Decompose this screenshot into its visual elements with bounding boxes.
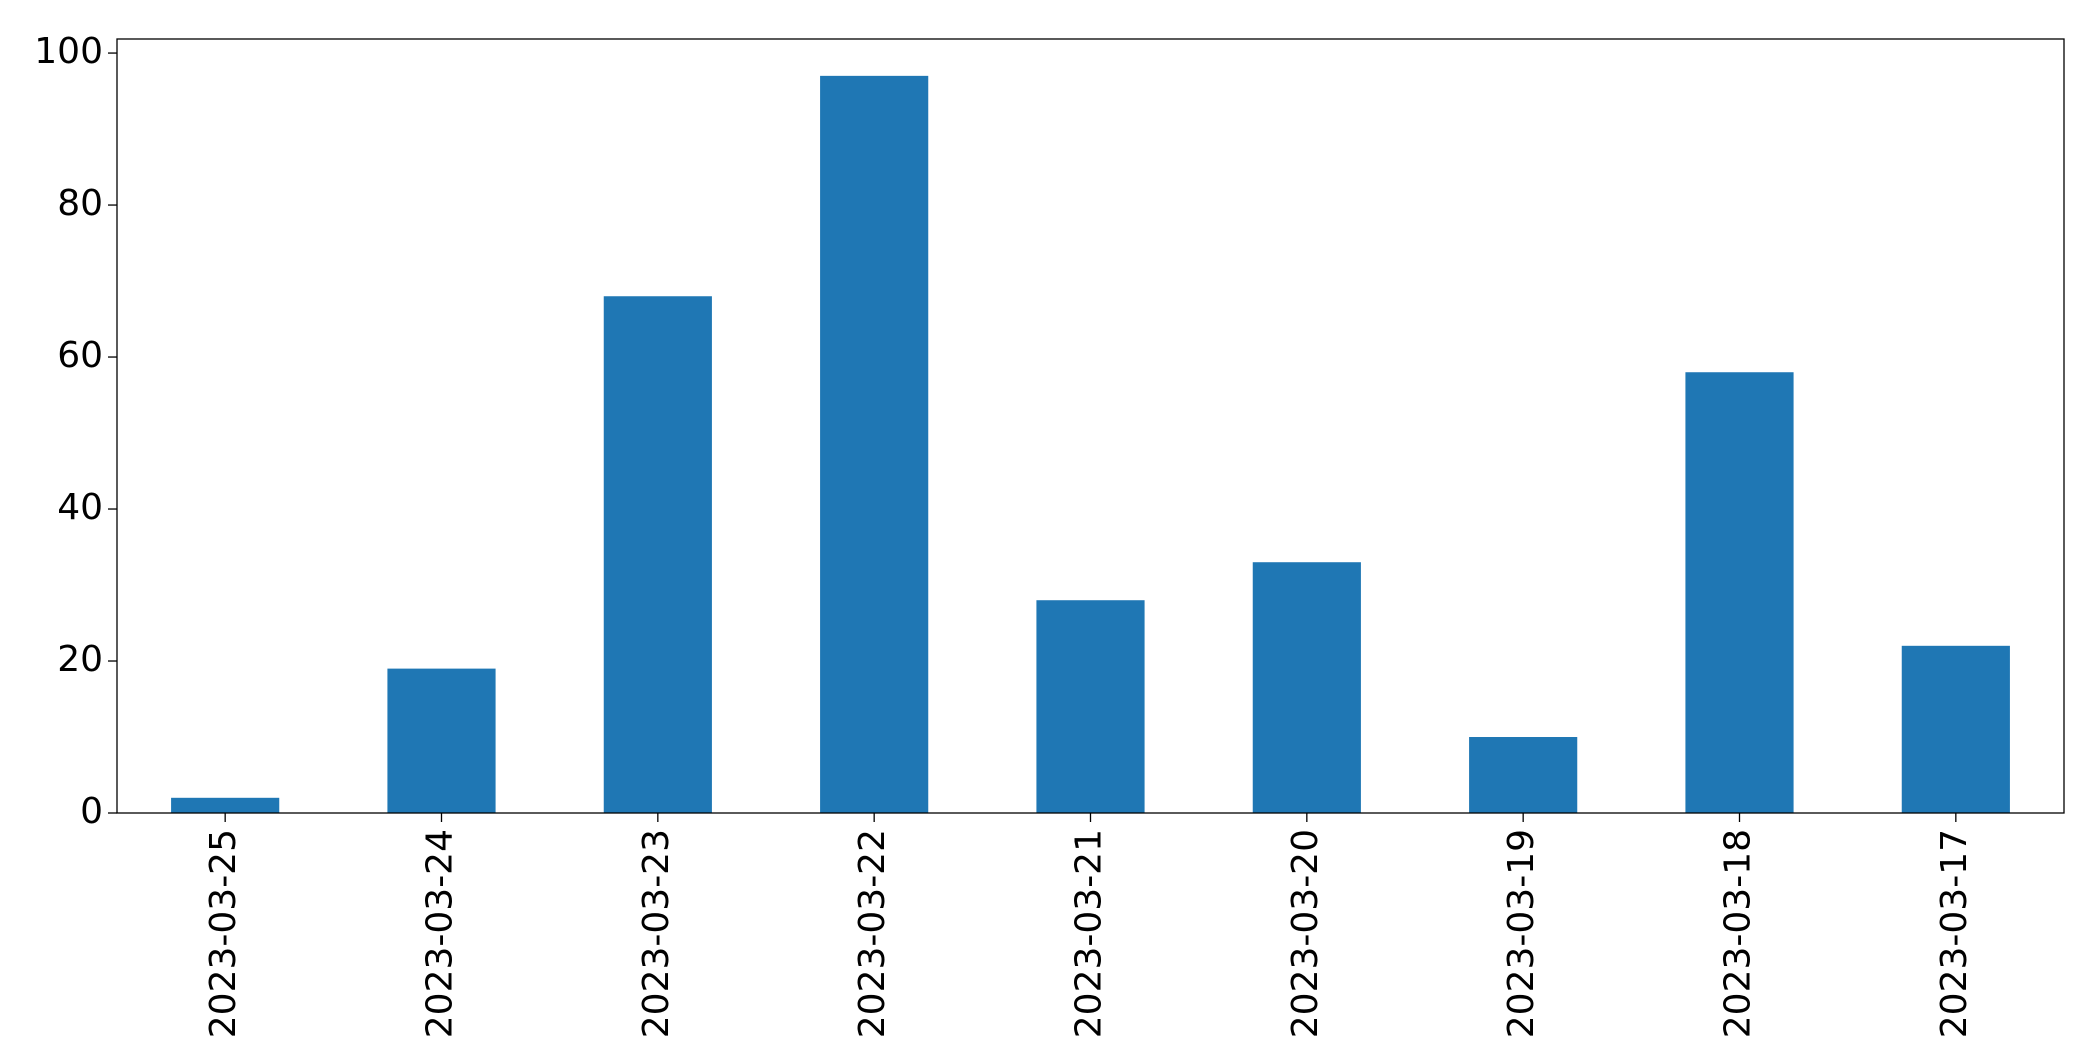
x-tick-label: 2023-03-23 — [636, 829, 677, 1038]
x-tick-label: 2023-03-24 — [420, 829, 461, 1038]
y-tick-label: 100 — [34, 31, 103, 72]
bar — [171, 797, 280, 813]
bar — [1469, 737, 1578, 813]
bar — [1252, 562, 1361, 813]
y-tick-label: 60 — [57, 335, 103, 376]
y-tick-label: 40 — [57, 487, 103, 528]
y-tick-label: 20 — [57, 639, 103, 680]
bar — [1685, 372, 1794, 813]
x-tick-label: 2023-03-21 — [1069, 829, 1110, 1038]
y-tick-label: 80 — [57, 183, 103, 224]
y-tick-label: 0 — [80, 791, 103, 832]
x-tick-label: 2023-03-19 — [1501, 829, 1542, 1038]
plot-frame — [116, 38, 2065, 814]
bar — [1901, 645, 2010, 813]
bar — [603, 296, 712, 813]
x-tick-label: 2023-03-20 — [1285, 829, 1326, 1038]
x-tick-label: 2023-03-17 — [1934, 829, 1975, 1038]
x-tick-label: 2023-03-22 — [852, 829, 893, 1038]
x-tick-label: 2023-03-25 — [203, 829, 244, 1038]
bar — [387, 668, 496, 813]
bar — [820, 75, 929, 814]
x-tick-label: 2023-03-18 — [1718, 829, 1759, 1038]
bar — [1036, 600, 1145, 813]
